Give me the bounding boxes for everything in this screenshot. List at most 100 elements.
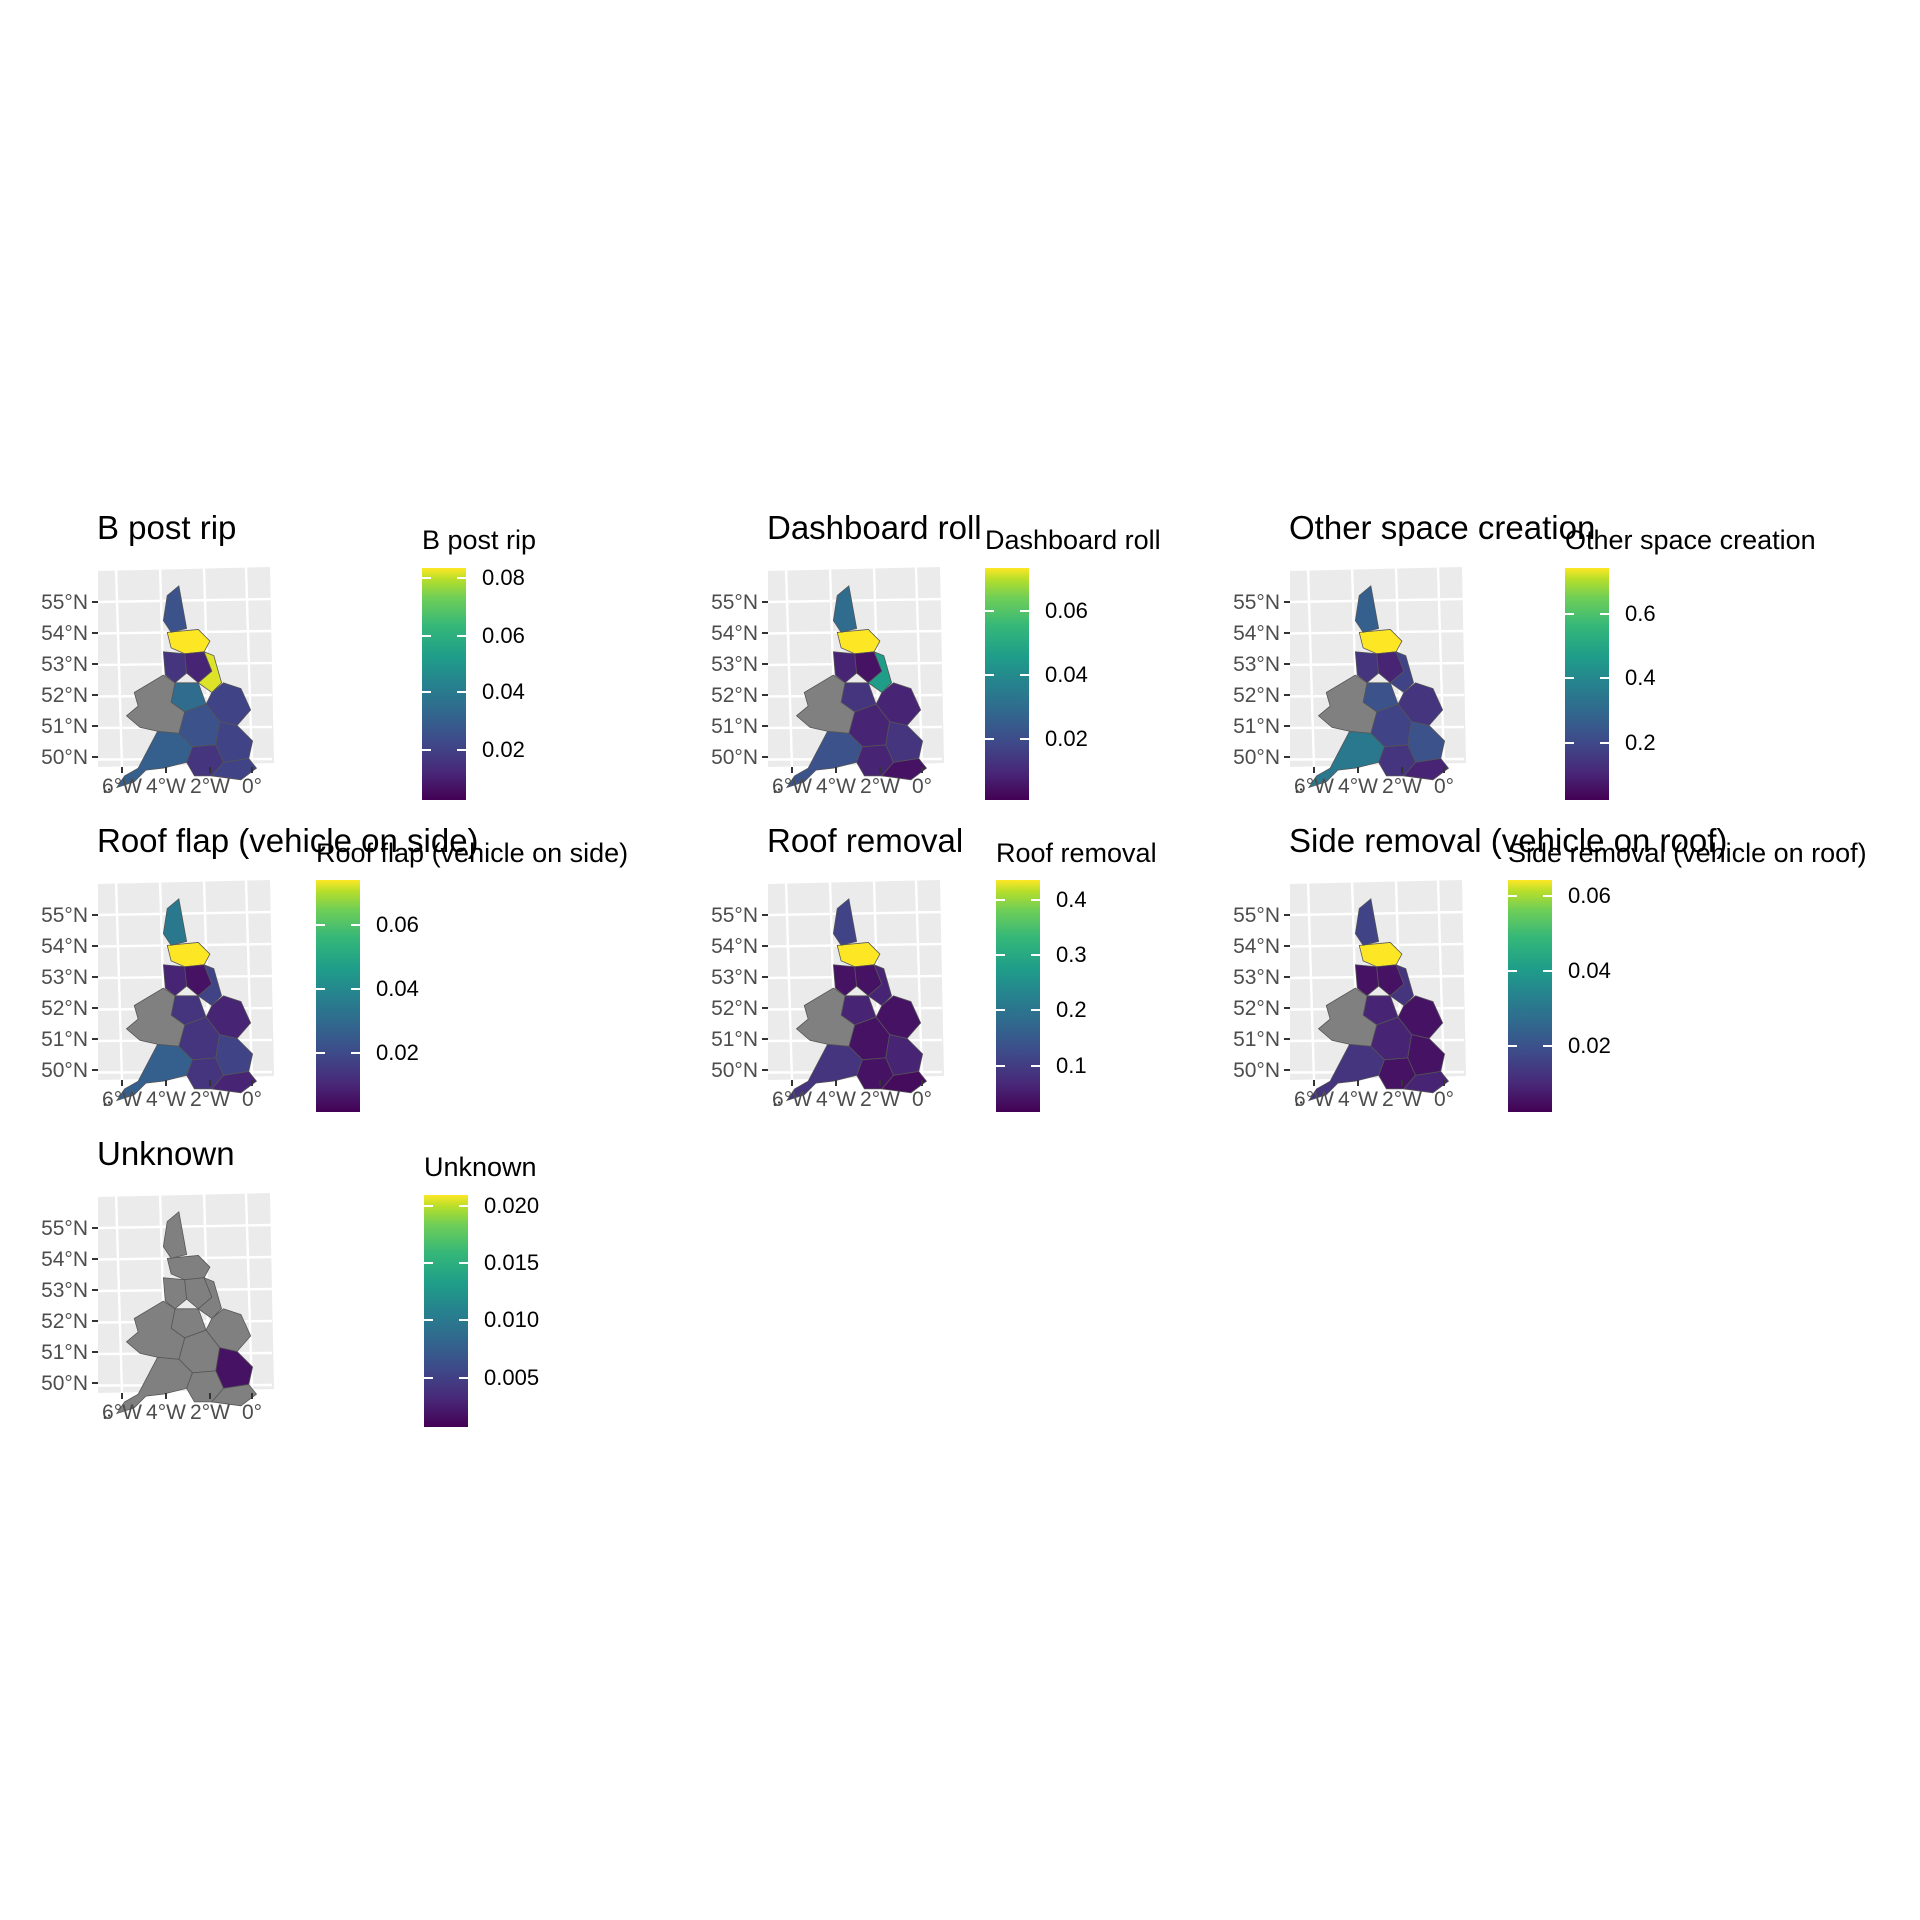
lat-tick-label: 55°N <box>41 904 88 927</box>
region-polygon <box>832 964 858 997</box>
lat-tick-label: 54°N <box>41 1248 88 1271</box>
region-polygon <box>115 730 193 789</box>
lon-tick-label: 2°W <box>190 1088 230 1111</box>
lat-tick-label: 55°N <box>1233 904 1280 927</box>
region-polygon <box>1403 1071 1450 1094</box>
legend-tick-label: 0.06 <box>1568 883 1611 908</box>
legend-tick-label: 0.04 <box>376 976 419 1001</box>
lon-tick-label: 6°W <box>102 1088 142 1111</box>
legend-colorbar <box>985 568 1029 800</box>
legend-colorbar <box>1508 880 1552 1112</box>
legend-colorbar <box>996 880 1040 1112</box>
lat-tick-label: 51°N <box>41 1341 88 1364</box>
legend-colorbar <box>316 880 360 1112</box>
panel-title: Roof removal <box>767 822 964 859</box>
lat-tick-label: 52°N <box>41 1310 88 1333</box>
lat-tick-label: 53°N <box>1233 966 1280 989</box>
lat-tick-label: 51°N <box>41 1028 88 1051</box>
lon-tick-label: 4°W <box>146 1401 186 1424</box>
choropleth-map: 55°N 54°N 53°N 52°N 51°N 50°N 6°W 4°W 2°W 0° <box>711 566 944 798</box>
lat-tick-label: 50°N <box>1233 1059 1280 1082</box>
choropleth-map: 55°N 54°N 53°N 52°N 51°N 50°N 6°W 4°W 2°W 0° <box>41 566 274 798</box>
lon-tick-label: 0° <box>242 775 262 798</box>
lat-tick-label: 52°N <box>1233 997 1280 1020</box>
lat-tick-label: 55°N <box>41 1217 88 1240</box>
region-polygon <box>125 987 186 1047</box>
choropleth-map: 55°N 54°N 53°N 52°N 51°N 50°N 6°W 4°W 2°W 0° <box>1233 566 1466 798</box>
region-polygon <box>832 651 858 684</box>
lat-tick-label: 53°N <box>711 653 758 676</box>
legend-tick-label: 0.04 <box>1045 662 1088 687</box>
legend-tick-label: 0.02 <box>1045 726 1088 751</box>
lat-tick-label: 52°N <box>1233 684 1280 707</box>
lat-tick-label: 55°N <box>41 591 88 614</box>
lat-tick-label: 51°N <box>41 715 88 738</box>
legend-tick-label: 0.04 <box>1568 958 1611 983</box>
region-polygon <box>115 1356 193 1415</box>
lat-tick-label: 52°N <box>41 684 88 707</box>
legend-tick-label: 0.02 <box>482 737 525 762</box>
legend-tick-label: 0.3 <box>1056 942 1087 967</box>
legend-tick-label: 0.2 <box>1056 997 1087 1022</box>
region-polygon <box>211 758 258 781</box>
lon-tick-label: 0° <box>912 775 932 798</box>
region-polygon <box>832 585 858 633</box>
lat-tick-label: 52°N <box>41 997 88 1020</box>
lon-tick-label: 0° <box>912 1088 932 1111</box>
region-polygon <box>1354 898 1380 946</box>
lon-tick-label: 0° <box>1434 1088 1454 1111</box>
lat-tick-label: 54°N <box>41 935 88 958</box>
legend-tick-label: 0.4 <box>1056 887 1087 912</box>
lat-tick-label: 54°N <box>1233 935 1280 958</box>
legend-tick-label: 0.010 <box>484 1307 540 1332</box>
legend-tick-label: 0.02 <box>376 1040 419 1065</box>
lat-tick-label: 53°N <box>41 653 88 676</box>
legend-title: Unknown <box>424 1152 537 1182</box>
legend-tick-label: 0.4 <box>1625 665 1656 690</box>
panel-title: Unknown <box>97 1135 235 1172</box>
region-polygon <box>785 730 863 789</box>
legend-title: Roof removal <box>996 838 1157 868</box>
lon-tick-label: 4°W <box>1338 1088 1378 1111</box>
region-polygon <box>125 674 186 734</box>
lon-tick-label: 4°W <box>146 1088 186 1111</box>
legend-tick-label: 0.020 <box>484 1193 540 1218</box>
region-polygon <box>795 987 856 1047</box>
lat-tick-label: 51°N <box>711 715 758 738</box>
legend-title: Dashboard roll <box>985 525 1161 555</box>
panel-title: Side removal (vehicle on roof) <box>1289 822 1728 859</box>
legend-tick-label: 0.015 <box>484 1250 540 1275</box>
lat-tick-label: 50°N <box>41 746 88 769</box>
lon-tick-label: 0° <box>1434 775 1454 798</box>
legend-tick-label: 0.6 <box>1625 601 1656 626</box>
panel-title: Roof flap (vehicle on side) <box>97 822 479 859</box>
lon-tick-label: 6°W <box>772 1088 812 1111</box>
legend-colorbar <box>424 1195 468 1427</box>
lat-tick-label: 54°N <box>711 935 758 958</box>
lat-tick-label: 50°N <box>41 1059 88 1082</box>
lat-tick-label: 50°N <box>711 746 758 769</box>
lon-tick-label: 2°W <box>860 775 900 798</box>
lat-tick-label: 54°N <box>1233 622 1280 645</box>
legend-title: B post rip <box>422 525 537 555</box>
region-polygon <box>1403 758 1450 781</box>
panel-title: Other space creation <box>1289 509 1596 546</box>
lat-tick-label: 55°N <box>1233 591 1280 614</box>
lat-tick-label: 55°N <box>711 904 758 927</box>
lat-tick-label: 53°N <box>41 966 88 989</box>
lon-tick-label: 0° <box>242 1088 262 1111</box>
region-polygon <box>162 964 188 997</box>
lon-tick-label: 2°W <box>190 775 230 798</box>
region-polygon <box>125 1300 186 1360</box>
legend-tick-label: 0.06 <box>482 623 525 648</box>
choropleth-map: 55°N 54°N 53°N 52°N 51°N 50°N 6°W 4°W 2°W 0° <box>41 1192 274 1424</box>
lon-tick-label: 4°W <box>816 1088 856 1111</box>
legend-title: Roof flap (vehicle on side) <box>316 838 629 868</box>
legend-tick-label: 0.02 <box>1568 1033 1611 1058</box>
lat-tick-label: 50°N <box>41 1372 88 1395</box>
legend-tick-label: 0.08 <box>482 565 525 590</box>
legend-colorbar <box>1565 568 1609 800</box>
lat-tick-label: 53°N <box>1233 653 1280 676</box>
region-polygon <box>1317 674 1378 734</box>
